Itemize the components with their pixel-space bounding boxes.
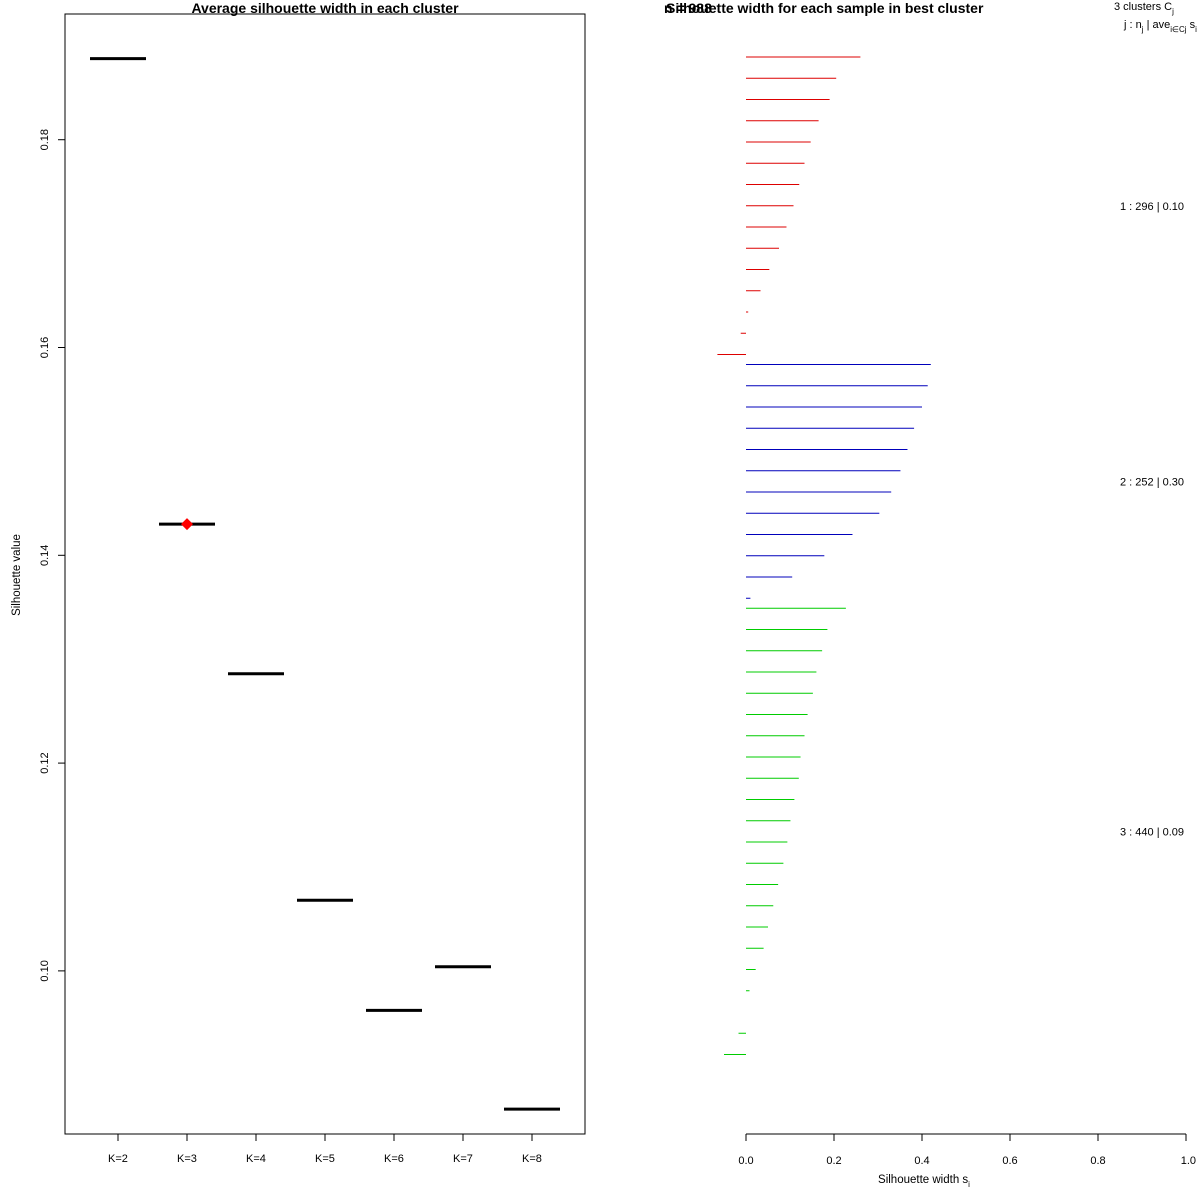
left-marks bbox=[90, 57, 560, 1111]
legend-header-line2c: s bbox=[1187, 19, 1196, 31]
legend-header-line2b: | ave bbox=[1144, 19, 1171, 31]
left-plot-frame bbox=[64, 13, 586, 1135]
legend-header-line1: 3 clusters C bbox=[1114, 1, 1172, 13]
right-x-tick-label: 0.4 bbox=[914, 1155, 929, 1167]
right-x-ticks: 0.0 0.2 0.4 0.6 0.8 1.0 bbox=[738, 1134, 1196, 1167]
legend-header-sub3: i bbox=[1195, 25, 1197, 34]
svg-text:j : nj | avei∈Cj si: j : nj | avei∈Cj si bbox=[1123, 19, 1197, 34]
left-y-tick-label: 0.12 bbox=[39, 752, 51, 773]
left-x-tick-label: K=2 bbox=[108, 1153, 128, 1165]
right-title-overlap-text: n = 988 bbox=[664, 0, 712, 16]
left-y-ticks: 0.10 0.12 0.14 0.16 0.18 bbox=[39, 129, 65, 982]
left-y-tick-label: 0.16 bbox=[39, 337, 51, 358]
cluster-legend-header: 3 clusters Cj j : nj | avei∈Cj si bbox=[1114, 1, 1197, 34]
right-x-tick-label: 0.8 bbox=[1090, 1155, 1105, 1167]
left-panel: Average silhouette width in each cluster… bbox=[11, 0, 586, 1165]
left-y-tick-label: 0.10 bbox=[39, 960, 51, 981]
svg-text:3 clusters Cj: 3 clusters Cj bbox=[1114, 1, 1174, 16]
right-x-tick-label: 0.6 bbox=[1002, 1155, 1017, 1167]
legend-header-line1-sub: j bbox=[1171, 7, 1174, 16]
legend-header-line2a: j : n bbox=[1123, 19, 1142, 31]
right-chart-title: Silhouette width for each sample in best… bbox=[666, 0, 984, 16]
right-panel: n = 988 Silhouette width for each sample… bbox=[664, 0, 1197, 1189]
left-x-tick-label: K=5 bbox=[315, 1153, 335, 1165]
right-x-tick-label: 1.0 bbox=[1181, 1155, 1196, 1167]
left-x-tick-label: K=6 bbox=[384, 1153, 404, 1165]
left-x-tick-label: K=8 bbox=[522, 1153, 542, 1165]
silhouette-bars bbox=[717, 56, 931, 1055]
left-x-tick-label: K=4 bbox=[246, 1153, 266, 1165]
right-x-axis-label-sub: i bbox=[968, 1180, 970, 1189]
left-x-ticks: K=2 K=3 K=4 K=5 K=6 K=7 K=8 bbox=[108, 1134, 542, 1165]
left-x-tick-label: K=3 bbox=[177, 1153, 197, 1165]
legend-header-sub1: j bbox=[1141, 25, 1144, 34]
left-chart-title: Average silhouette width in each cluster bbox=[191, 0, 459, 16]
best-k-diamond-marker bbox=[181, 518, 193, 531]
left-y-tick-label: 0.14 bbox=[39, 545, 51, 566]
right-x-axis-label: Silhouette width si bbox=[878, 1174, 970, 1189]
left-y-tick-label: 0.18 bbox=[39, 129, 51, 150]
right-x-tick-label: 0.2 bbox=[826, 1155, 841, 1167]
left-x-tick-label: K=7 bbox=[453, 1153, 473, 1165]
left-y-axis-label: Silhouette value bbox=[11, 534, 23, 616]
cluster-legend-entry: 3 : 440 | 0.09 bbox=[1120, 826, 1184, 838]
legend-header-sub2: i∈Cj bbox=[1170, 25, 1187, 34]
right-x-axis-label-main: Silhouette width s bbox=[878, 1174, 968, 1186]
right-x-tick-label: 0.0 bbox=[738, 1155, 753, 1167]
cluster-legend-entry: 1 : 296 | 0.10 bbox=[1120, 201, 1184, 213]
cluster-legend-entry: 2 : 252 | 0.30 bbox=[1120, 476, 1184, 488]
cluster-legend-entries: 1 : 296 | 0.10 2 : 252 | 0.30 3 : 440 | 0.… bbox=[1120, 201, 1184, 839]
